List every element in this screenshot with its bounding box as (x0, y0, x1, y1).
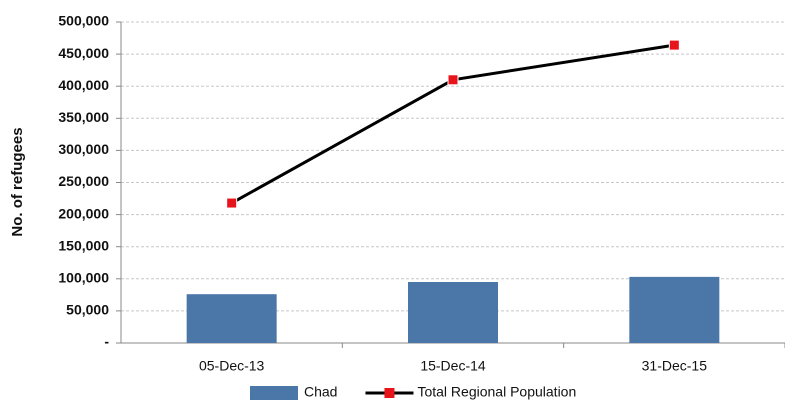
y-tick-label: - (104, 334, 109, 350)
marker (447, 74, 459, 86)
bar (629, 276, 720, 343)
legend-label: Total Regional Population (417, 384, 576, 400)
marker (226, 197, 238, 209)
y-tick-label: 500,000 (58, 13, 109, 29)
y-tick-label: 250,000 (58, 173, 109, 189)
x-tick-label: 31-Dec-15 (642, 358, 708, 374)
marker (668, 39, 680, 51)
y-tick-label: 400,000 (58, 77, 109, 93)
line (230, 43, 675, 205)
bar (186, 294, 277, 343)
y-tick-label: 350,000 (58, 109, 109, 125)
y-tick-label: 450,000 (58, 45, 109, 61)
y-tick-label: 50,000 (66, 302, 109, 318)
y-tick-label: 150,000 (58, 237, 109, 253)
legend-label: Chad (304, 384, 337, 400)
y-tick-label: 300,000 (58, 141, 109, 157)
y-tick-label: 200,000 (58, 205, 109, 221)
x-tick-label: 05-Dec-13 (199, 358, 265, 374)
y-axis-label: No. of refugees (9, 127, 26, 236)
y-tick-label: 100,000 (58, 270, 109, 286)
x-tick-label: 15-Dec-14 (420, 358, 486, 374)
legend-marker (384, 388, 395, 398)
bar (408, 282, 498, 343)
legend-swatch (250, 386, 298, 400)
